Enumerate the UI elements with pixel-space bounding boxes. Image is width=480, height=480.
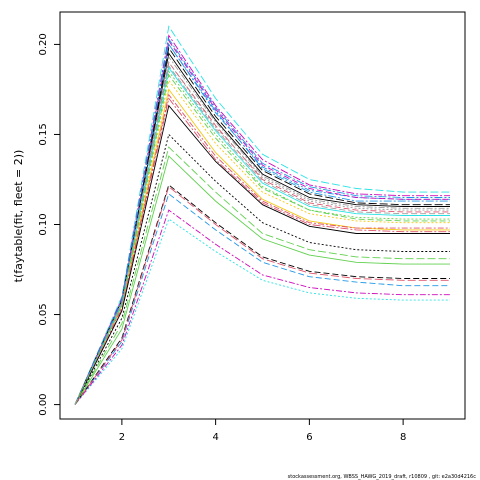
x-tick-label-6: 6 bbox=[306, 432, 312, 443]
series-line-21 bbox=[74, 218, 450, 405]
series-line-17 bbox=[74, 46, 450, 405]
y-tick-label-4: 0.20 bbox=[38, 33, 49, 55]
series-line-26 bbox=[74, 37, 450, 405]
series-line-4 bbox=[74, 43, 450, 405]
series-line-19 bbox=[74, 155, 450, 405]
y-axis: 0.00 0.05 0.10 0.15 0.20 bbox=[38, 33, 61, 416]
series-line-22 bbox=[74, 209, 450, 405]
y-tick-label-3: 0.15 bbox=[38, 123, 49, 145]
series-line-6 bbox=[74, 34, 450, 405]
series-line-24 bbox=[74, 185, 450, 405]
series-line-9 bbox=[74, 133, 450, 405]
series-line-28 bbox=[74, 61, 450, 405]
series-line-15 bbox=[74, 79, 450, 405]
series-line-20 bbox=[74, 193, 450, 405]
series-line-23 bbox=[74, 184, 450, 405]
series-line-11 bbox=[74, 146, 450, 405]
series-line-13 bbox=[74, 66, 450, 405]
series-line-16 bbox=[74, 55, 450, 405]
series-line-8 bbox=[74, 64, 450, 405]
footer-credit: stockassessment.org, WBSS_HAWG_2019_draf… bbox=[287, 474, 476, 480]
series-line-25 bbox=[74, 104, 450, 405]
series-lines bbox=[74, 25, 450, 405]
x-axis: 2 4 6 8 bbox=[119, 418, 406, 443]
x-tick-label-8: 8 bbox=[400, 432, 406, 443]
series-line-5 bbox=[74, 25, 450, 405]
y-tick-label-1: 0.05 bbox=[38, 303, 49, 325]
y-tick-label-0: 0.00 bbox=[38, 393, 49, 415]
series-line-18 bbox=[74, 97, 450, 405]
series-line-1 bbox=[74, 52, 450, 405]
y-tick-label-2: 0.10 bbox=[38, 213, 49, 235]
series-line-12 bbox=[74, 43, 450, 405]
series-line-7 bbox=[74, 88, 450, 405]
x-tick-label-4: 4 bbox=[212, 432, 218, 443]
series-line-10 bbox=[74, 93, 450, 405]
y-axis-label: t(faytable(fit, fleet = 2)) bbox=[12, 150, 25, 283]
series-line-27 bbox=[74, 73, 450, 405]
x-tick-label-2: 2 bbox=[119, 432, 125, 443]
series-line-3 bbox=[74, 70, 450, 405]
